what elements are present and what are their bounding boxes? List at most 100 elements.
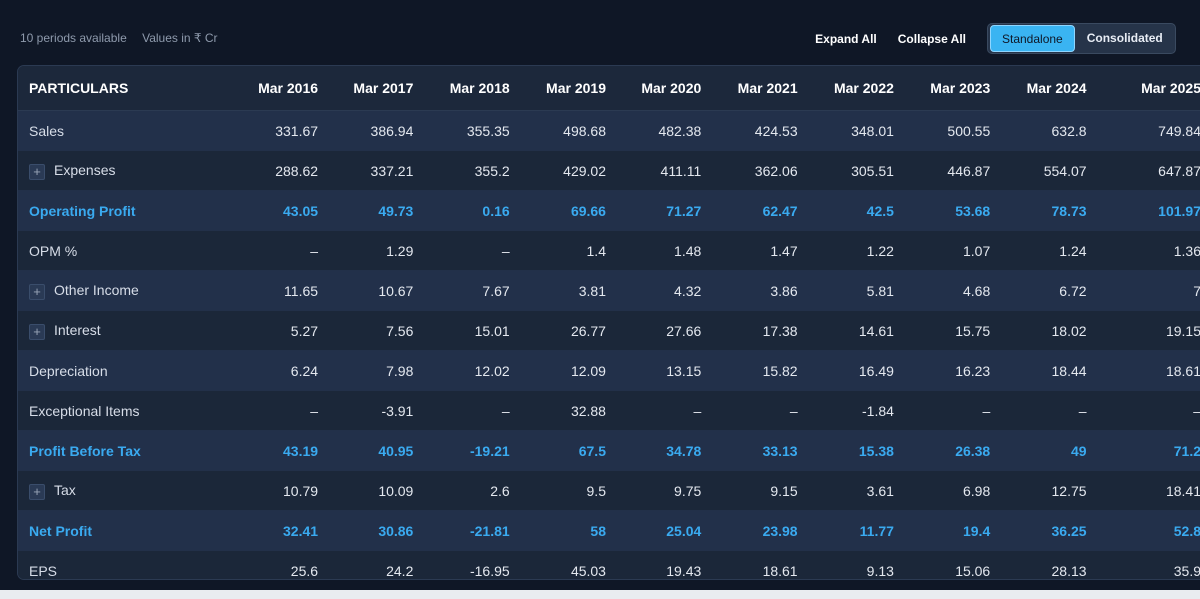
row-label-cell[interactable]: + Other Income	[18, 270, 217, 311]
table-row: OPM % –1.29–1.4 1.48 1.47 1.22 1.07 1.24 1.36	[18, 230, 1200, 271]
value-cell: 7.67	[430, 270, 527, 311]
value-cell: –	[718, 390, 815, 431]
table-actions: Expand All Collapse All Standalone Conso…	[815, 21, 1200, 56]
expand-all-button[interactable]: Expand All	[815, 31, 877, 46]
value-cell: 24.2	[335, 550, 431, 579]
value-cell: 3.86	[718, 270, 815, 311]
column-header-particulars: PARTICULARS	[18, 66, 217, 111]
value-cell: 498.68	[526, 110, 623, 151]
plus-icon[interactable]: +	[29, 283, 45, 300]
value-cell: 18.61	[718, 550, 815, 579]
value-cell: 647.87	[1103, 150, 1200, 191]
value-cell: 33.13	[718, 430, 815, 471]
table-row: Sales 331.67 386.94 355.35 498.68 482.38 424.5…	[18, 110, 1200, 151]
table-header-row: PARTICULARS Mar 2016 Mar 2017 Mar 2018 Mar 2…	[18, 66, 1200, 111]
value-cell: –	[430, 390, 527, 431]
table-row: Exceptional Items–-3.91–32.88––-1.84–––	[18, 390, 1200, 431]
row-label: Exceptional Items	[29, 402, 140, 419]
value-cell: 9.75	[622, 470, 719, 511]
column-header-period: Mar 2023	[910, 66, 1008, 111]
standalone-toggle[interactable]: Standalone	[990, 25, 1075, 52]
value-cell: 6.24	[216, 350, 336, 391]
value-cell: -19.21	[430, 430, 527, 471]
value-cell: 28.13	[1007, 550, 1104, 579]
value-cell: 53.68	[910, 190, 1008, 231]
value-cell: 482.38	[622, 110, 719, 151]
value-cell: 16.23	[910, 350, 1008, 391]
value-cell: 337.21	[335, 150, 431, 191]
plus-icon[interactable]: +	[29, 323, 45, 340]
values-unit: Values in ₹ Cr	[142, 31, 218, 45]
value-cell: 305.51	[814, 150, 911, 191]
value-cell: 43.19	[216, 430, 336, 471]
row-label-cell[interactable]: + Tax	[18, 470, 217, 511]
value-cell: 1.48	[622, 230, 719, 271]
row-label: Tax	[54, 481, 76, 498]
value-cell: 12.02	[430, 350, 527, 391]
value-cell: 18.44	[1007, 350, 1104, 391]
plus-icon[interactable]: +	[29, 483, 45, 500]
value-cell: 554.07	[1007, 150, 1104, 191]
value-cell: 1.47	[718, 230, 815, 271]
value-cell: 49.73	[335, 190, 431, 231]
row-label: Depreciation	[29, 362, 108, 379]
value-cell: –	[216, 390, 336, 431]
row-label-cell: EPS	[18, 550, 217, 579]
value-cell: 10.67	[335, 270, 431, 311]
value-cell: 11.65	[216, 270, 336, 311]
value-cell: 16.49	[814, 350, 911, 391]
row-label: Other Income	[54, 281, 139, 298]
column-header-period: Mar 2017	[335, 66, 431, 111]
value-cell: 1.29	[335, 230, 431, 271]
value-cell: 40.95	[335, 430, 431, 471]
table-meta: 10 periods available Values in ₹ Cr	[20, 31, 230, 45]
table-row[interactable]: + Other Income 11.65 10.67 7.67 3.81 4.32 3.86 5…	[18, 270, 1200, 311]
value-cell: 362.06	[718, 150, 815, 191]
value-cell: 3.81	[526, 270, 623, 311]
row-label: Operating Profit	[29, 202, 136, 219]
value-cell: -21.81	[430, 510, 527, 551]
value-cell: 429.02	[526, 150, 623, 191]
column-header-period: Mar 2018	[430, 66, 527, 111]
value-cell: 15.75	[910, 310, 1008, 351]
row-label-cell: Operating Profit	[18, 190, 217, 231]
value-cell: -1.84	[814, 390, 911, 431]
value-cell: 18.02	[1007, 310, 1104, 351]
consolidated-toggle[interactable]: Consolidated	[1086, 31, 1163, 45]
row-label-cell: Exceptional Items	[18, 390, 217, 431]
value-cell: 101.97	[1103, 190, 1200, 231]
value-cell: 348.01	[814, 110, 911, 151]
plus-icon[interactable]: +	[29, 163, 45, 180]
value-cell: 13.15	[622, 350, 719, 391]
value-cell: 14.61	[814, 310, 911, 351]
column-header-period: Mar 2020	[622, 66, 719, 111]
table-row[interactable]: + Expenses 288.62 337.21 355.2 429.02 411.11 36…	[18, 150, 1200, 191]
value-cell: –	[1007, 390, 1104, 431]
column-header-period: Mar 2021	[718, 66, 815, 111]
table-row[interactable]: + Tax 10.79 10.09 2.6 9.5 9.75 9.15 3.61 6.98 12.7…	[18, 470, 1200, 511]
value-cell: 42.5	[814, 190, 911, 231]
row-label-cell: Net Profit	[18, 510, 217, 551]
table-row: Net Profit 32.41 30.86 -21.81 58 25.04 23.98 11…	[18, 510, 1200, 551]
table-row: Depreciation 6.24 7.98 12.02 12.09 13.15 15.82…	[18, 350, 1200, 391]
value-cell: 62.47	[718, 190, 815, 231]
value-cell: 67.5	[526, 430, 623, 471]
value-cell: 1.36	[1103, 230, 1200, 271]
value-cell: 15.06	[910, 550, 1008, 579]
row-label-cell[interactable]: + Interest	[18, 310, 217, 351]
row-label: Net Profit	[29, 522, 92, 539]
value-cell: 27.66	[622, 310, 719, 351]
value-cell: 2.6	[430, 470, 527, 511]
collapse-all-button[interactable]: Collapse All	[897, 31, 966, 46]
value-cell: 25.04	[622, 510, 719, 551]
value-cell: 12.09	[526, 350, 623, 391]
view-toggle: Standalone Consolidated	[987, 23, 1176, 54]
row-label-cell[interactable]: + Expenses	[18, 150, 217, 191]
table-row[interactable]: + Interest 5.27 7.56 15.01 26.77 27.66 17.38 14.…	[18, 310, 1200, 351]
value-cell: 0.16	[430, 190, 527, 231]
value-cell: 49	[1007, 430, 1104, 471]
value-cell: –	[910, 390, 1008, 431]
value-cell: 71.2	[1103, 430, 1200, 471]
value-cell: 9.15	[718, 470, 815, 511]
value-cell: 19.15	[1103, 310, 1200, 351]
